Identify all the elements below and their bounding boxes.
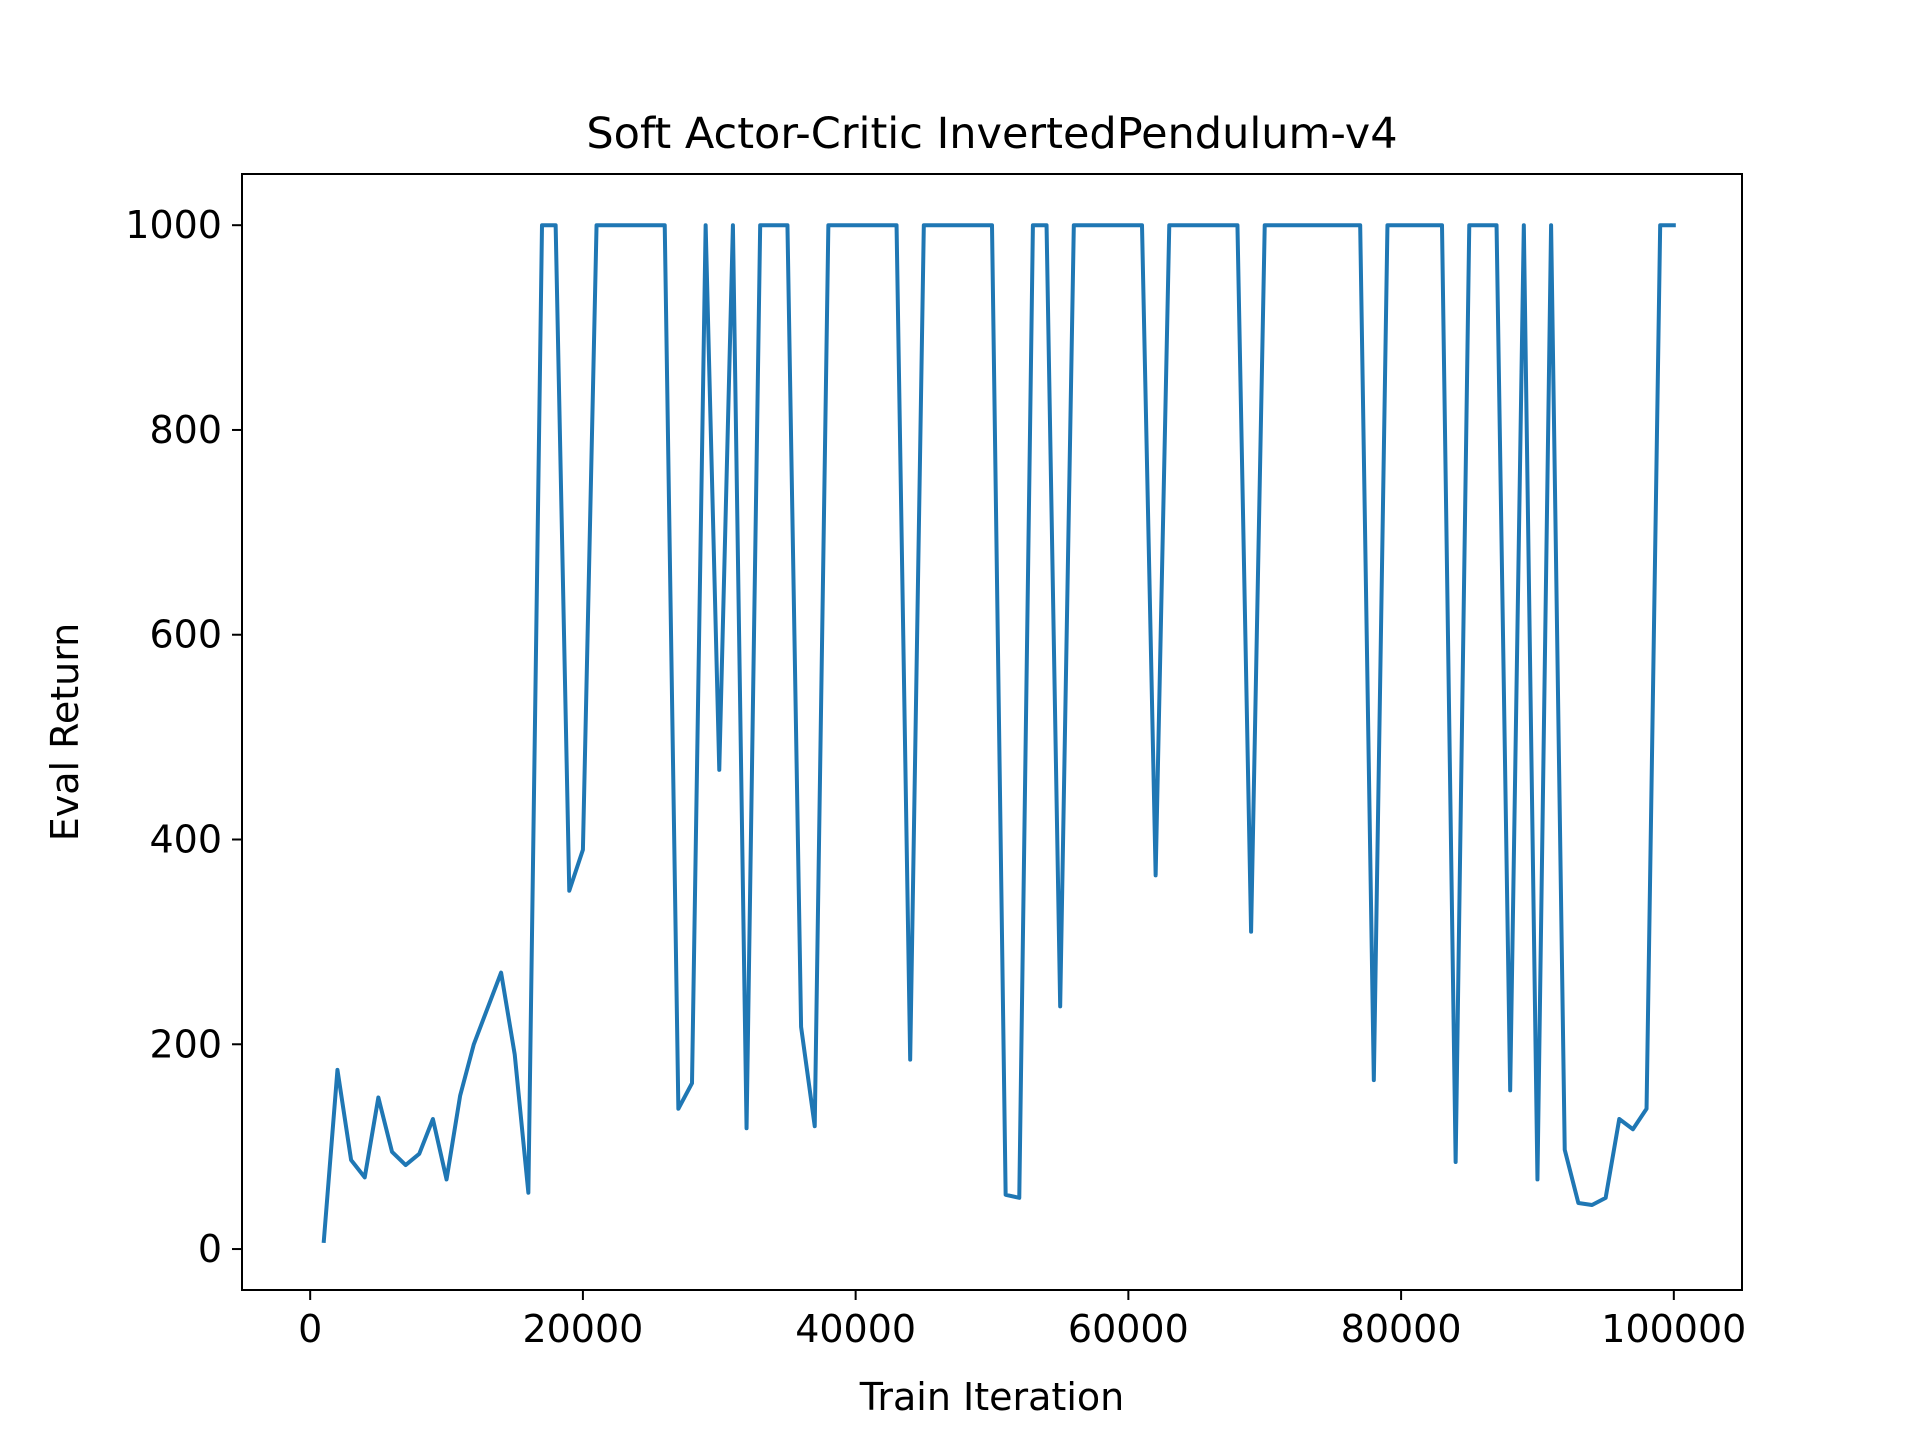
y-tick-label: 1000 xyxy=(125,203,222,247)
y-tick-label: 400 xyxy=(149,818,222,862)
x-tick-label: 0 xyxy=(298,1307,322,1351)
y-tick-label: 600 xyxy=(149,613,222,657)
x-axis: 0 20000 40000 60000 80000 100000 xyxy=(298,1290,1746,1351)
x-tick-label: 80000 xyxy=(1341,1307,1462,1351)
x-tick-label: 100000 xyxy=(1601,1307,1746,1351)
y-tick-label: 0 xyxy=(198,1227,222,1271)
x-axis-label: Train Iteration xyxy=(859,1375,1124,1419)
y-tick-label: 200 xyxy=(149,1022,222,1066)
x-tick-label: 60000 xyxy=(1068,1307,1189,1351)
axes-frame xyxy=(241,173,1743,1291)
x-tick-label: 40000 xyxy=(795,1307,916,1351)
plot-area xyxy=(321,223,1676,1244)
y-axis: 0 200 400 600 800 1000 xyxy=(125,203,242,1271)
y-axis-label: Eval Return xyxy=(43,623,87,842)
series-line-0 xyxy=(321,223,1676,1244)
chart-title: Soft Actor-Critic InvertedPendulum-v4 xyxy=(586,109,1397,159)
y-tick-label: 800 xyxy=(149,408,222,452)
x-tick-label: 20000 xyxy=(522,1307,643,1351)
